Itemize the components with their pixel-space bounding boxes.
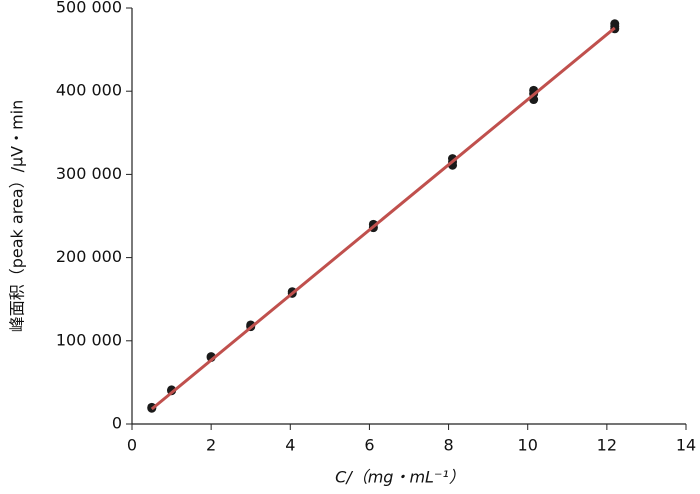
x-tick-label: 4 bbox=[285, 436, 295, 455]
y-axis-label: 峰面积（peak area）/μV・min bbox=[8, 100, 27, 333]
y-tick-label: 0 bbox=[112, 414, 122, 433]
x-tick-label: 8 bbox=[443, 436, 453, 455]
x-tick-label: 0 bbox=[127, 436, 137, 455]
x-tick-label: 10 bbox=[518, 436, 538, 455]
y-tick-label: 200 000 bbox=[56, 247, 122, 266]
fit-line bbox=[150, 26, 616, 411]
x-tick-label: 14 bbox=[676, 436, 696, 455]
y-tick-label: 300 000 bbox=[56, 164, 122, 183]
x-tick-label: 12 bbox=[597, 436, 617, 455]
x-tick-label: 6 bbox=[364, 436, 374, 455]
y-tick-label: 100 000 bbox=[56, 330, 122, 349]
data-point bbox=[610, 19, 620, 29]
x-tick-label: 2 bbox=[206, 436, 216, 455]
y-tick-label: 500 000 bbox=[56, 0, 122, 17]
x-axis-label: C/（mg・mL⁻¹） bbox=[335, 468, 465, 487]
y-tick-label: 400 000 bbox=[56, 81, 122, 100]
